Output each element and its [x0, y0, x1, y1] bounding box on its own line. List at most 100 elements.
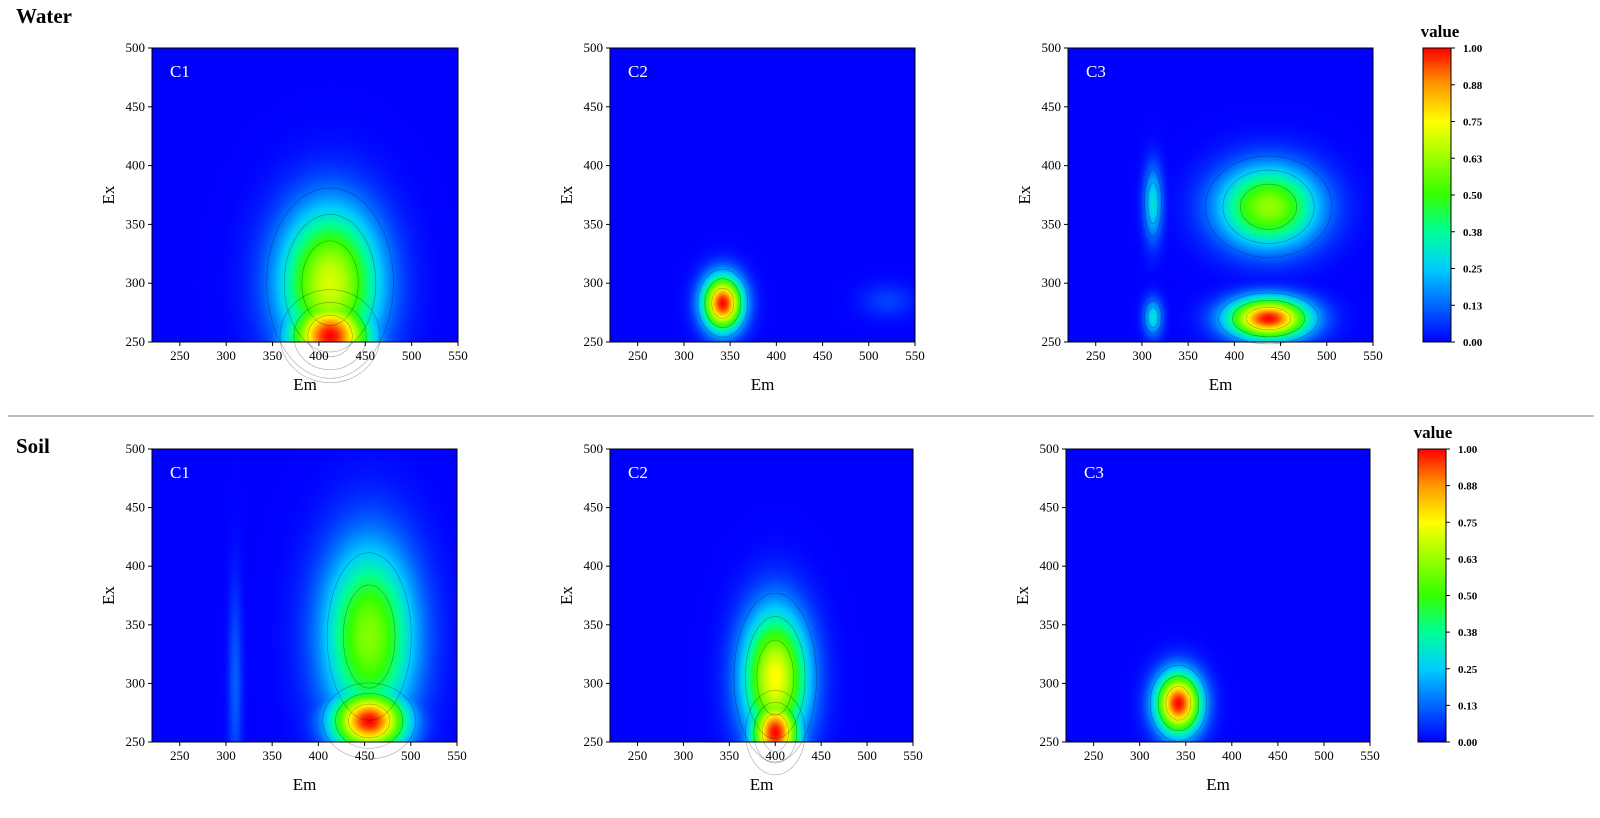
- x-tick-label: 500: [859, 348, 879, 363]
- contour-line: [266, 187, 394, 379]
- contour-line: [283, 214, 377, 353]
- row-divider: [8, 415, 1594, 417]
- y-tick-label: 350: [126, 216, 146, 231]
- y-tick-label: 400: [584, 158, 604, 173]
- colorbar-tick-label: 0.75: [1458, 517, 1478, 529]
- y-tick-label: 450: [1040, 500, 1060, 515]
- x-tick-label: 400: [309, 748, 329, 763]
- y-tick-label: 250: [584, 734, 604, 749]
- x-tick-label: 550: [1363, 348, 1383, 363]
- colorbar-gradient: [1422, 47, 1452, 343]
- x-tick-label: 450: [356, 348, 376, 363]
- y-tick-label: 500: [584, 441, 604, 456]
- plot-frame: [1067, 47, 1374, 343]
- x-tick-label: 300: [216, 348, 236, 363]
- y-axis-label: Ex: [557, 586, 576, 605]
- contour-line: [745, 690, 806, 776]
- colorbar-tick-label: 0.38: [1463, 227, 1483, 239]
- y-tick-label: 350: [584, 216, 604, 231]
- colorbar-tick-label: 0.63: [1458, 554, 1478, 566]
- y-tick-label: 250: [1040, 734, 1060, 749]
- colorbar-tick-label: 0.50: [1463, 190, 1483, 202]
- soil-row-title: Soil: [16, 434, 50, 458]
- panel-label: C2: [628, 463, 648, 482]
- y-axis-label: Ex: [99, 586, 118, 605]
- heatmap-surface: [152, 449, 457, 742]
- y-axis-label: Ex: [1013, 586, 1032, 605]
- contour-line: [753, 701, 798, 764]
- heatmap-surface: [1068, 48, 1373, 342]
- y-tick-label: 350: [1042, 216, 1062, 231]
- plot-frame: [151, 47, 459, 343]
- y-tick-label: 450: [584, 99, 604, 114]
- x-axis-label: Em: [293, 775, 317, 794]
- x-tick-label: 300: [216, 748, 236, 763]
- contour-line: [1246, 306, 1292, 331]
- colorbar-tick-label: 1.00: [1458, 444, 1478, 456]
- contour-line: [307, 315, 353, 358]
- x-tick-label: 250: [628, 748, 648, 763]
- heatmap-panel-soil-c3: [1062, 448, 1371, 746]
- plot-frame: [151, 448, 458, 743]
- x-tick-label: 300: [674, 748, 694, 763]
- y-tick-label: 500: [126, 40, 146, 55]
- y-tick-label: 400: [584, 558, 604, 573]
- x-tick-label: 350: [262, 748, 282, 763]
- x-tick-label: 500: [1317, 348, 1337, 363]
- x-tick-label: 450: [1271, 348, 1291, 363]
- contour-line: [1240, 183, 1297, 230]
- contour-line: [697, 269, 749, 338]
- x-tick-label: 450: [811, 748, 831, 763]
- contour-line: [1144, 169, 1162, 238]
- x-tick-label: 350: [1176, 748, 1196, 763]
- contour-line: [1222, 169, 1315, 244]
- x-tick-label: 550: [448, 348, 468, 363]
- y-tick-label: 350: [1040, 617, 1060, 632]
- contour-line: [733, 592, 817, 763]
- y-tick-label: 500: [1040, 441, 1060, 456]
- contour-line: [711, 287, 735, 319]
- y-tick-label: 300: [1040, 675, 1060, 690]
- colorbar-tick-label: 1.00: [1463, 43, 1483, 55]
- contour-line: [1205, 155, 1333, 258]
- x-tick-label: 250: [170, 748, 190, 763]
- x-axis-label: Em: [751, 375, 775, 394]
- contour-line: [1144, 300, 1162, 335]
- contour-line: [756, 639, 794, 716]
- heatmap-surface: [610, 48, 915, 342]
- x-tick-label: 350: [1178, 348, 1198, 363]
- x-tick-label: 350: [720, 748, 740, 763]
- contour-line: [343, 584, 396, 689]
- colorbar: [1417, 448, 1450, 743]
- plot-frame: [609, 47, 916, 343]
- colorbar-gradient: [1417, 448, 1447, 743]
- contour-line: [293, 302, 367, 371]
- y-tick-label: 450: [584, 500, 604, 515]
- panel-label: C1: [170, 62, 190, 81]
- heatmap-surface: [610, 449, 913, 742]
- x-tick-label: 300: [1132, 348, 1152, 363]
- heatmap-surface: [152, 48, 458, 342]
- y-tick-label: 500: [1042, 40, 1062, 55]
- colorbar-tick-label: 0.13: [1458, 700, 1478, 712]
- x-tick-label: 250: [1084, 748, 1104, 763]
- contour-line: [1149, 665, 1207, 742]
- x-tick-label: 550: [903, 748, 923, 763]
- contour-line: [761, 713, 789, 752]
- heatmap-panel-water-c2: [606, 47, 916, 346]
- contour-line: [1147, 182, 1159, 225]
- y-tick-label: 250: [126, 334, 146, 349]
- contour-line: [335, 693, 404, 749]
- contour-line: [348, 703, 391, 739]
- colorbar-title: value: [1421, 22, 1460, 41]
- x-tick-label: 300: [674, 348, 694, 363]
- y-tick-label: 300: [126, 275, 146, 290]
- panel-label: C3: [1084, 463, 1104, 482]
- y-axis-label: Ex: [557, 185, 576, 204]
- colorbar: [1422, 47, 1455, 343]
- y-tick-label: 300: [584, 675, 604, 690]
- plot-frame: [1065, 448, 1371, 743]
- x-tick-label: 250: [1086, 348, 1106, 363]
- x-tick-label: 500: [857, 748, 877, 763]
